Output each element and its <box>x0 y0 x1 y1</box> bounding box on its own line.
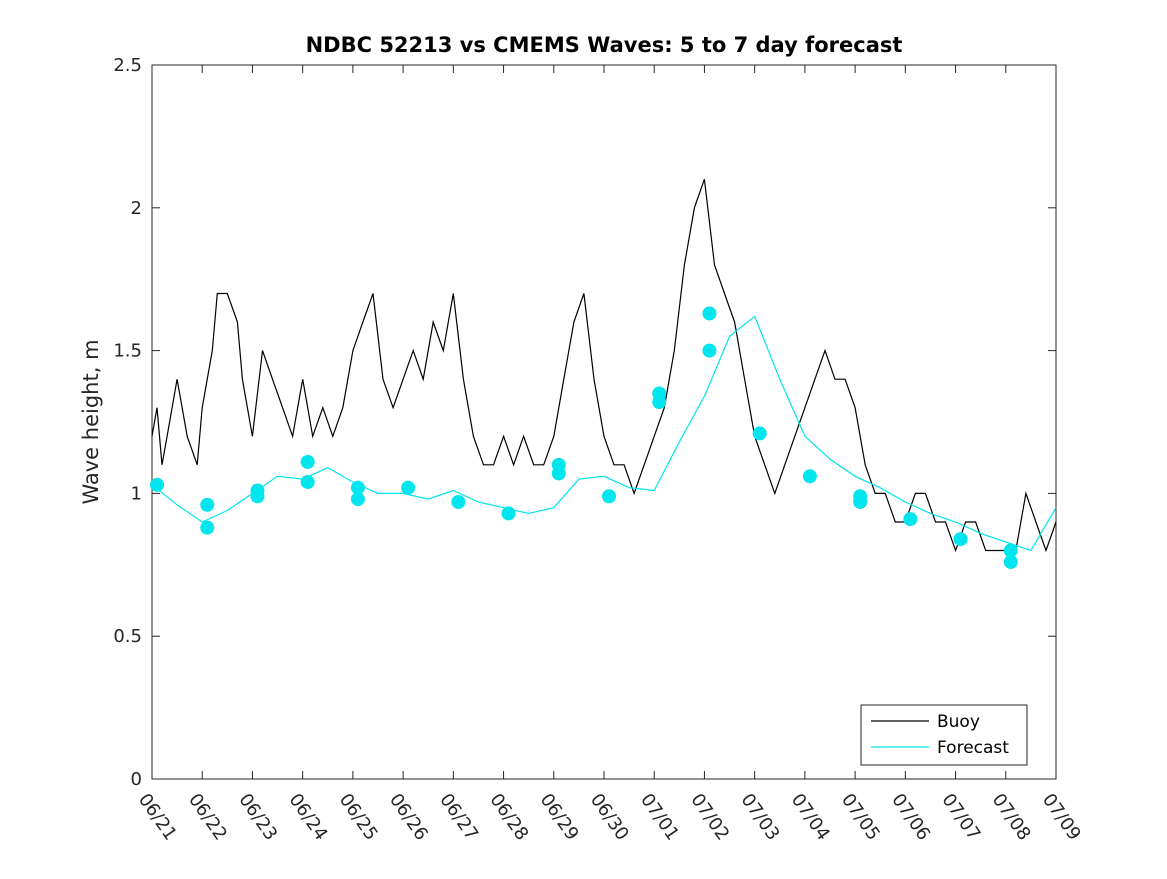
forecast-marker <box>451 494 466 509</box>
forecast-marker <box>501 506 516 521</box>
legend-box <box>860 704 1028 766</box>
y-tick-label: 0.5 <box>113 626 142 647</box>
x-tick-label: 07/01 <box>636 790 683 845</box>
x-tick-label: 07/09 <box>1038 790 1085 845</box>
forecast-marker <box>802 469 817 484</box>
x-tick-label: 06/24 <box>285 790 332 845</box>
x-tick-label: 07/05 <box>837 790 884 845</box>
x-tick-label: 06/29 <box>536 790 583 845</box>
forecast-marker <box>602 489 617 504</box>
legend-label: Forecast <box>937 738 1009 758</box>
forecast-marker <box>702 306 717 321</box>
forecast-marker <box>652 395 667 410</box>
forecast-marker <box>200 497 215 512</box>
y-tick-label: 1 <box>131 483 142 504</box>
y-tick-label: 2 <box>131 198 142 219</box>
y-axis-label: Wave height, m <box>79 339 103 504</box>
x-tick-label: 06/28 <box>485 790 532 845</box>
x-tick-label: 06/21 <box>134 790 181 845</box>
forecast-marker <box>752 426 767 441</box>
forecast-marker <box>1003 543 1018 558</box>
x-tick-label: 07/04 <box>787 790 834 845</box>
series-line-buoy <box>151 179 1057 553</box>
y-tick-label: 1.5 <box>113 341 142 362</box>
x-tick-label: 06/26 <box>385 790 432 845</box>
forecast-marker <box>401 480 416 495</box>
forecast-marker <box>702 343 717 358</box>
forecast-marker <box>350 492 365 507</box>
forecast-marker <box>200 520 215 535</box>
chart-title: NDBC 52213 vs CMEMS Waves: 5 to 7 day fo… <box>306 33 903 57</box>
forecast-marker <box>903 512 918 527</box>
x-tick-label: 07/02 <box>686 790 733 845</box>
x-tick-label: 07/08 <box>988 790 1035 845</box>
x-tick-label: 06/25 <box>335 790 382 845</box>
y-tick-label: 2.5 <box>113 55 142 76</box>
forecast-marker <box>853 494 868 509</box>
x-tick-label: 07/07 <box>937 790 984 845</box>
forecast-marker <box>150 477 165 492</box>
forecast-marker <box>953 532 968 547</box>
forecast-marker <box>300 474 315 489</box>
x-tick-label: 06/23 <box>234 790 281 845</box>
forecast-marker <box>250 489 265 504</box>
legend-label: Buoy <box>937 712 980 732</box>
y-tick-label: 0 <box>131 769 142 790</box>
x-tick-label: 07/06 <box>887 790 934 845</box>
x-tick-label: 06/27 <box>435 790 482 845</box>
x-tick-label: 07/03 <box>737 790 784 845</box>
forecast-marker <box>300 454 315 469</box>
legend: Buoy Forecast <box>860 704 1028 766</box>
x-tick-label: 06/22 <box>184 790 231 845</box>
forecast-marker <box>1003 554 1018 569</box>
forecast-marker <box>551 466 566 481</box>
x-tick-label: 06/30 <box>586 790 633 845</box>
forecast-marker <box>350 480 365 495</box>
